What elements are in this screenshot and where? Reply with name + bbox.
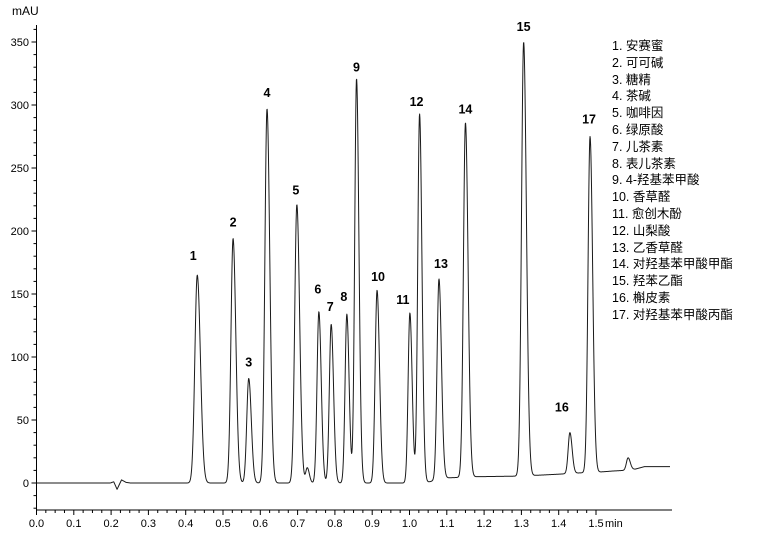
legend-item-14: 14. 对羟基苯甲酸甲酯 xyxy=(612,257,733,272)
y-axis-unit-label: mAU xyxy=(12,4,39,18)
x-tick-label: 0.6 xyxy=(253,518,268,530)
peak-label-5: 5 xyxy=(292,184,299,198)
peak-label-6: 6 xyxy=(314,283,321,297)
x-tick-label: 1.0 xyxy=(402,518,417,530)
peak-label-9: 9 xyxy=(353,61,360,75)
legend-item-15: 15. 羟苯乙酯 xyxy=(612,274,683,289)
x-tick-label: 0.8 xyxy=(327,518,342,530)
x-tick-label: 0.1 xyxy=(66,518,81,530)
x-tick-label: 1.3 xyxy=(514,518,529,530)
legend-item-11: 11. 愈创木酚 xyxy=(612,206,682,221)
chromatogram-trace xyxy=(36,42,671,490)
legend-item-2: 2. 可可碱 xyxy=(612,55,664,70)
peak-label-17: 17 xyxy=(582,113,596,127)
legend-item-10: 10. 香草醛 xyxy=(612,190,671,205)
peak-label-2: 2 xyxy=(230,216,237,230)
peak-label-4: 4 xyxy=(264,86,271,100)
legend-item-13: 13. 乙香草醛 xyxy=(612,240,683,255)
legend-item-9: 9. 4-羟基苯甲酸 xyxy=(612,173,700,188)
peak-label-12: 12 xyxy=(410,95,424,109)
peak-label-3: 3 xyxy=(245,355,252,369)
y-tick-label: 150 xyxy=(11,289,29,301)
legend-item-3: 3. 糖精 xyxy=(612,72,651,87)
peak-label-11: 11 xyxy=(396,293,409,307)
legend-item-17: 17. 对羟基苯甲酸丙酯 xyxy=(612,307,733,322)
legend-item-4: 4. 茶碱 xyxy=(612,89,651,104)
y-tick-label: 0 xyxy=(23,478,29,490)
x-tick-label: 1.1 xyxy=(439,518,454,530)
y-tick-label: 200 xyxy=(11,226,29,238)
peak-label-15: 15 xyxy=(517,20,531,34)
y-tick-label: 250 xyxy=(11,163,29,175)
peak-label-8: 8 xyxy=(340,290,347,304)
x-tick-label: 1.4 xyxy=(551,518,566,530)
x-tick-label: 1.2 xyxy=(476,518,491,530)
peak-label-13: 13 xyxy=(434,257,448,271)
x-tick-label: 0.3 xyxy=(141,518,156,530)
y-tick-label: 350 xyxy=(11,37,29,49)
x-tick-label: 1.5 xyxy=(588,518,603,530)
x-tick-label: 0.9 xyxy=(365,518,380,530)
x-tick-label: 0.7 xyxy=(290,518,305,530)
peak-label-14: 14 xyxy=(458,103,472,117)
x-axis-unit-label: min xyxy=(605,518,623,530)
legend-item-8: 8. 表儿茶素 xyxy=(612,156,676,171)
y-tick-label: 100 xyxy=(11,352,29,364)
legend-item-5: 5. 咖啡因 xyxy=(612,106,664,121)
legend-item-1: 1. 安赛蜜 xyxy=(612,39,664,53)
legend-item-16: 16. 槲皮素 xyxy=(612,290,671,305)
peak-legend: 1. 安赛蜜 2. 可可碱 3. 糖精 4. 茶碱 5. 咖啡因 6. 绿原酸 7. 儿茶素… xyxy=(612,38,762,324)
x-tick-label: 0.4 xyxy=(178,518,193,530)
legend-item-12: 12. 山梨酸 xyxy=(612,223,671,238)
y-tick-label: 300 xyxy=(11,100,29,112)
peak-label-7: 7 xyxy=(327,300,334,314)
peak-label-10: 10 xyxy=(371,270,385,284)
legend-item-6: 6. 绿原酸 xyxy=(612,122,664,137)
x-tick-label: 0.5 xyxy=(215,518,230,530)
peak-label-16: 16 xyxy=(555,401,569,415)
y-tick-label: 50 xyxy=(17,415,29,427)
x-tick-label: 0.0 xyxy=(29,518,44,530)
legend-item-7: 7. 儿茶素 xyxy=(612,139,664,154)
peak-label-1: 1 xyxy=(190,249,197,263)
x-tick-label: 0.2 xyxy=(103,518,118,530)
